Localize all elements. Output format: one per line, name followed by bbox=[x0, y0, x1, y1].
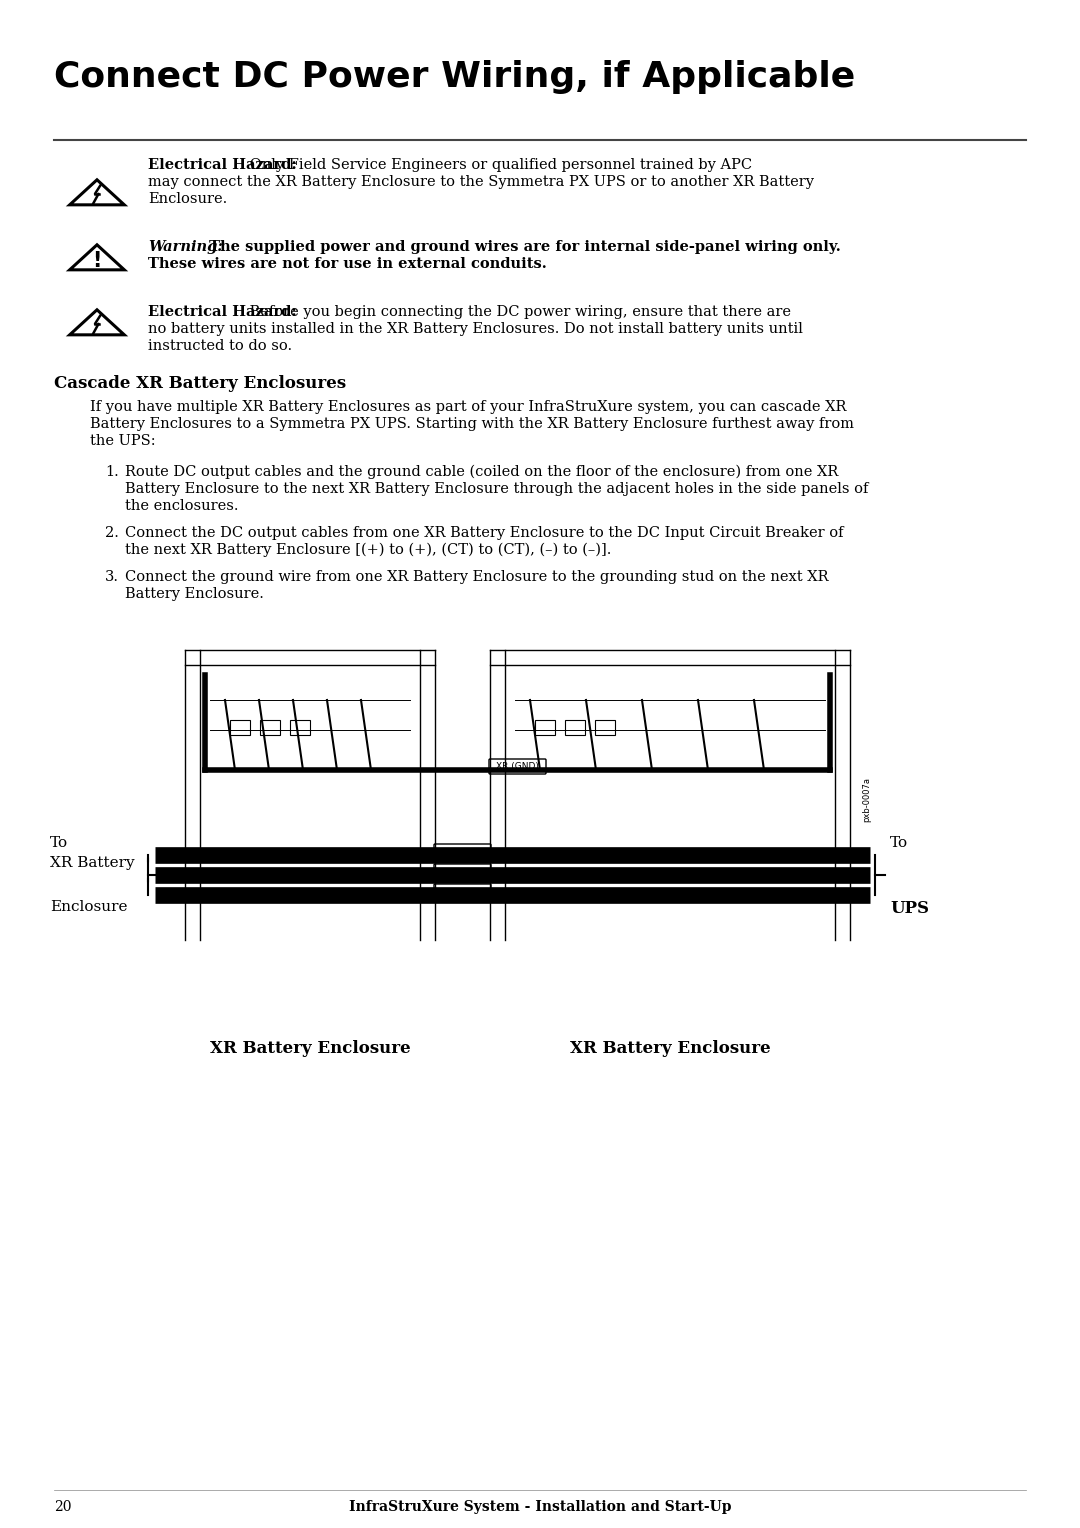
Bar bbox=[230, 720, 249, 735]
Bar bbox=[291, 720, 310, 735]
Bar bbox=[595, 720, 615, 735]
FancyBboxPatch shape bbox=[489, 759, 546, 775]
Text: 1.: 1. bbox=[105, 465, 119, 478]
Bar bbox=[565, 720, 585, 735]
Bar bbox=[160, 640, 875, 1054]
Text: Electrical Hazard:: Electrical Hazard: bbox=[148, 306, 297, 319]
Text: XR Battery Enclosure: XR Battery Enclosure bbox=[210, 1041, 410, 1057]
Bar bbox=[535, 720, 555, 735]
Text: Only Field Service Engineers or qualified personnel trained by APC: Only Field Service Engineers or qualifie… bbox=[245, 157, 752, 173]
Text: Battery Enclosures to a Symmetra PX UPS. Starting with the XR Battery Enclosure : Battery Enclosures to a Symmetra PX UPS.… bbox=[90, 417, 854, 431]
Text: pxb-0007a: pxb-0007a bbox=[862, 778, 870, 822]
Text: instructed to do so.: instructed to do so. bbox=[148, 339, 292, 353]
Text: Electrical Hazard:: Electrical Hazard: bbox=[148, 157, 297, 173]
Text: Battery Enclosure.: Battery Enclosure. bbox=[125, 587, 264, 601]
Text: To: To bbox=[890, 836, 908, 850]
Text: may connect the XR Battery Enclosure to the Symmetra PX UPS or to another XR Bat: may connect the XR Battery Enclosure to … bbox=[148, 176, 814, 189]
Text: the next XR Battery Enclosure [(+) to (+), (CT) to (CT), (–) to (–)].: the next XR Battery Enclosure [(+) to (+… bbox=[125, 542, 611, 558]
Text: XR (GND): XR (GND) bbox=[496, 762, 539, 772]
Text: Before you begin connecting the DC power wiring, ensure that there are: Before you begin connecting the DC power… bbox=[245, 306, 791, 319]
Text: XR Battery: XR Battery bbox=[50, 856, 135, 869]
Text: no battery units installed in the XR Battery Enclosures. Do not install battery : no battery units installed in the XR Bat… bbox=[148, 322, 802, 336]
Text: Connect DC Power Wiring, if Applicable: Connect DC Power Wiring, if Applicable bbox=[54, 60, 855, 95]
Text: Enclosure.: Enclosure. bbox=[148, 193, 227, 206]
Text: 3.: 3. bbox=[105, 570, 119, 584]
Text: InfraStruXure System - Installation and Start-Up: InfraStruXure System - Installation and … bbox=[349, 1500, 731, 1514]
Text: If you have multiple XR Battery Enclosures as part of your InfraStruXure system,: If you have multiple XR Battery Enclosur… bbox=[90, 400, 847, 414]
Text: Battery Enclosure to the next XR Battery Enclosure through the adjacent holes in: Battery Enclosure to the next XR Battery… bbox=[125, 481, 868, 497]
Text: XR (–): XR (–) bbox=[448, 848, 475, 857]
Text: Warning:: Warning: bbox=[148, 240, 222, 254]
Text: Connect the ground wire from one XR Battery Enclosure to the grounding stud on t: Connect the ground wire from one XR Batt… bbox=[125, 570, 828, 584]
Text: XR (+): XR (+) bbox=[447, 888, 477, 897]
Bar bbox=[260, 720, 280, 735]
Text: 20: 20 bbox=[54, 1500, 71, 1514]
Text: the UPS:: the UPS: bbox=[90, 434, 156, 448]
Text: the enclosures.: the enclosures. bbox=[125, 500, 239, 513]
FancyBboxPatch shape bbox=[434, 843, 491, 859]
Text: Enclosure: Enclosure bbox=[50, 900, 127, 914]
Text: !: ! bbox=[92, 251, 102, 270]
FancyBboxPatch shape bbox=[434, 863, 491, 879]
Text: 2.: 2. bbox=[105, 526, 119, 539]
Text: XR (CT): XR (CT) bbox=[445, 868, 478, 877]
Text: Cascade XR Battery Enclosures: Cascade XR Battery Enclosures bbox=[54, 374, 346, 393]
Text: Connect the DC output cables from one XR Battery Enclosure to the DC Input Circu: Connect the DC output cables from one XR… bbox=[125, 526, 843, 539]
Text: Route DC output cables and the ground cable (coiled on the floor of the enclosur: Route DC output cables and the ground ca… bbox=[125, 465, 838, 480]
Text: The supplied power and ground wires are for internal side-panel wiring only.: The supplied power and ground wires are … bbox=[204, 240, 840, 254]
FancyBboxPatch shape bbox=[434, 885, 491, 898]
Text: UPS: UPS bbox=[890, 900, 929, 917]
Text: These wires are not for use in external conduits.: These wires are not for use in external … bbox=[148, 257, 546, 270]
Text: To: To bbox=[50, 836, 68, 850]
Text: XR Battery Enclosure: XR Battery Enclosure bbox=[569, 1041, 770, 1057]
